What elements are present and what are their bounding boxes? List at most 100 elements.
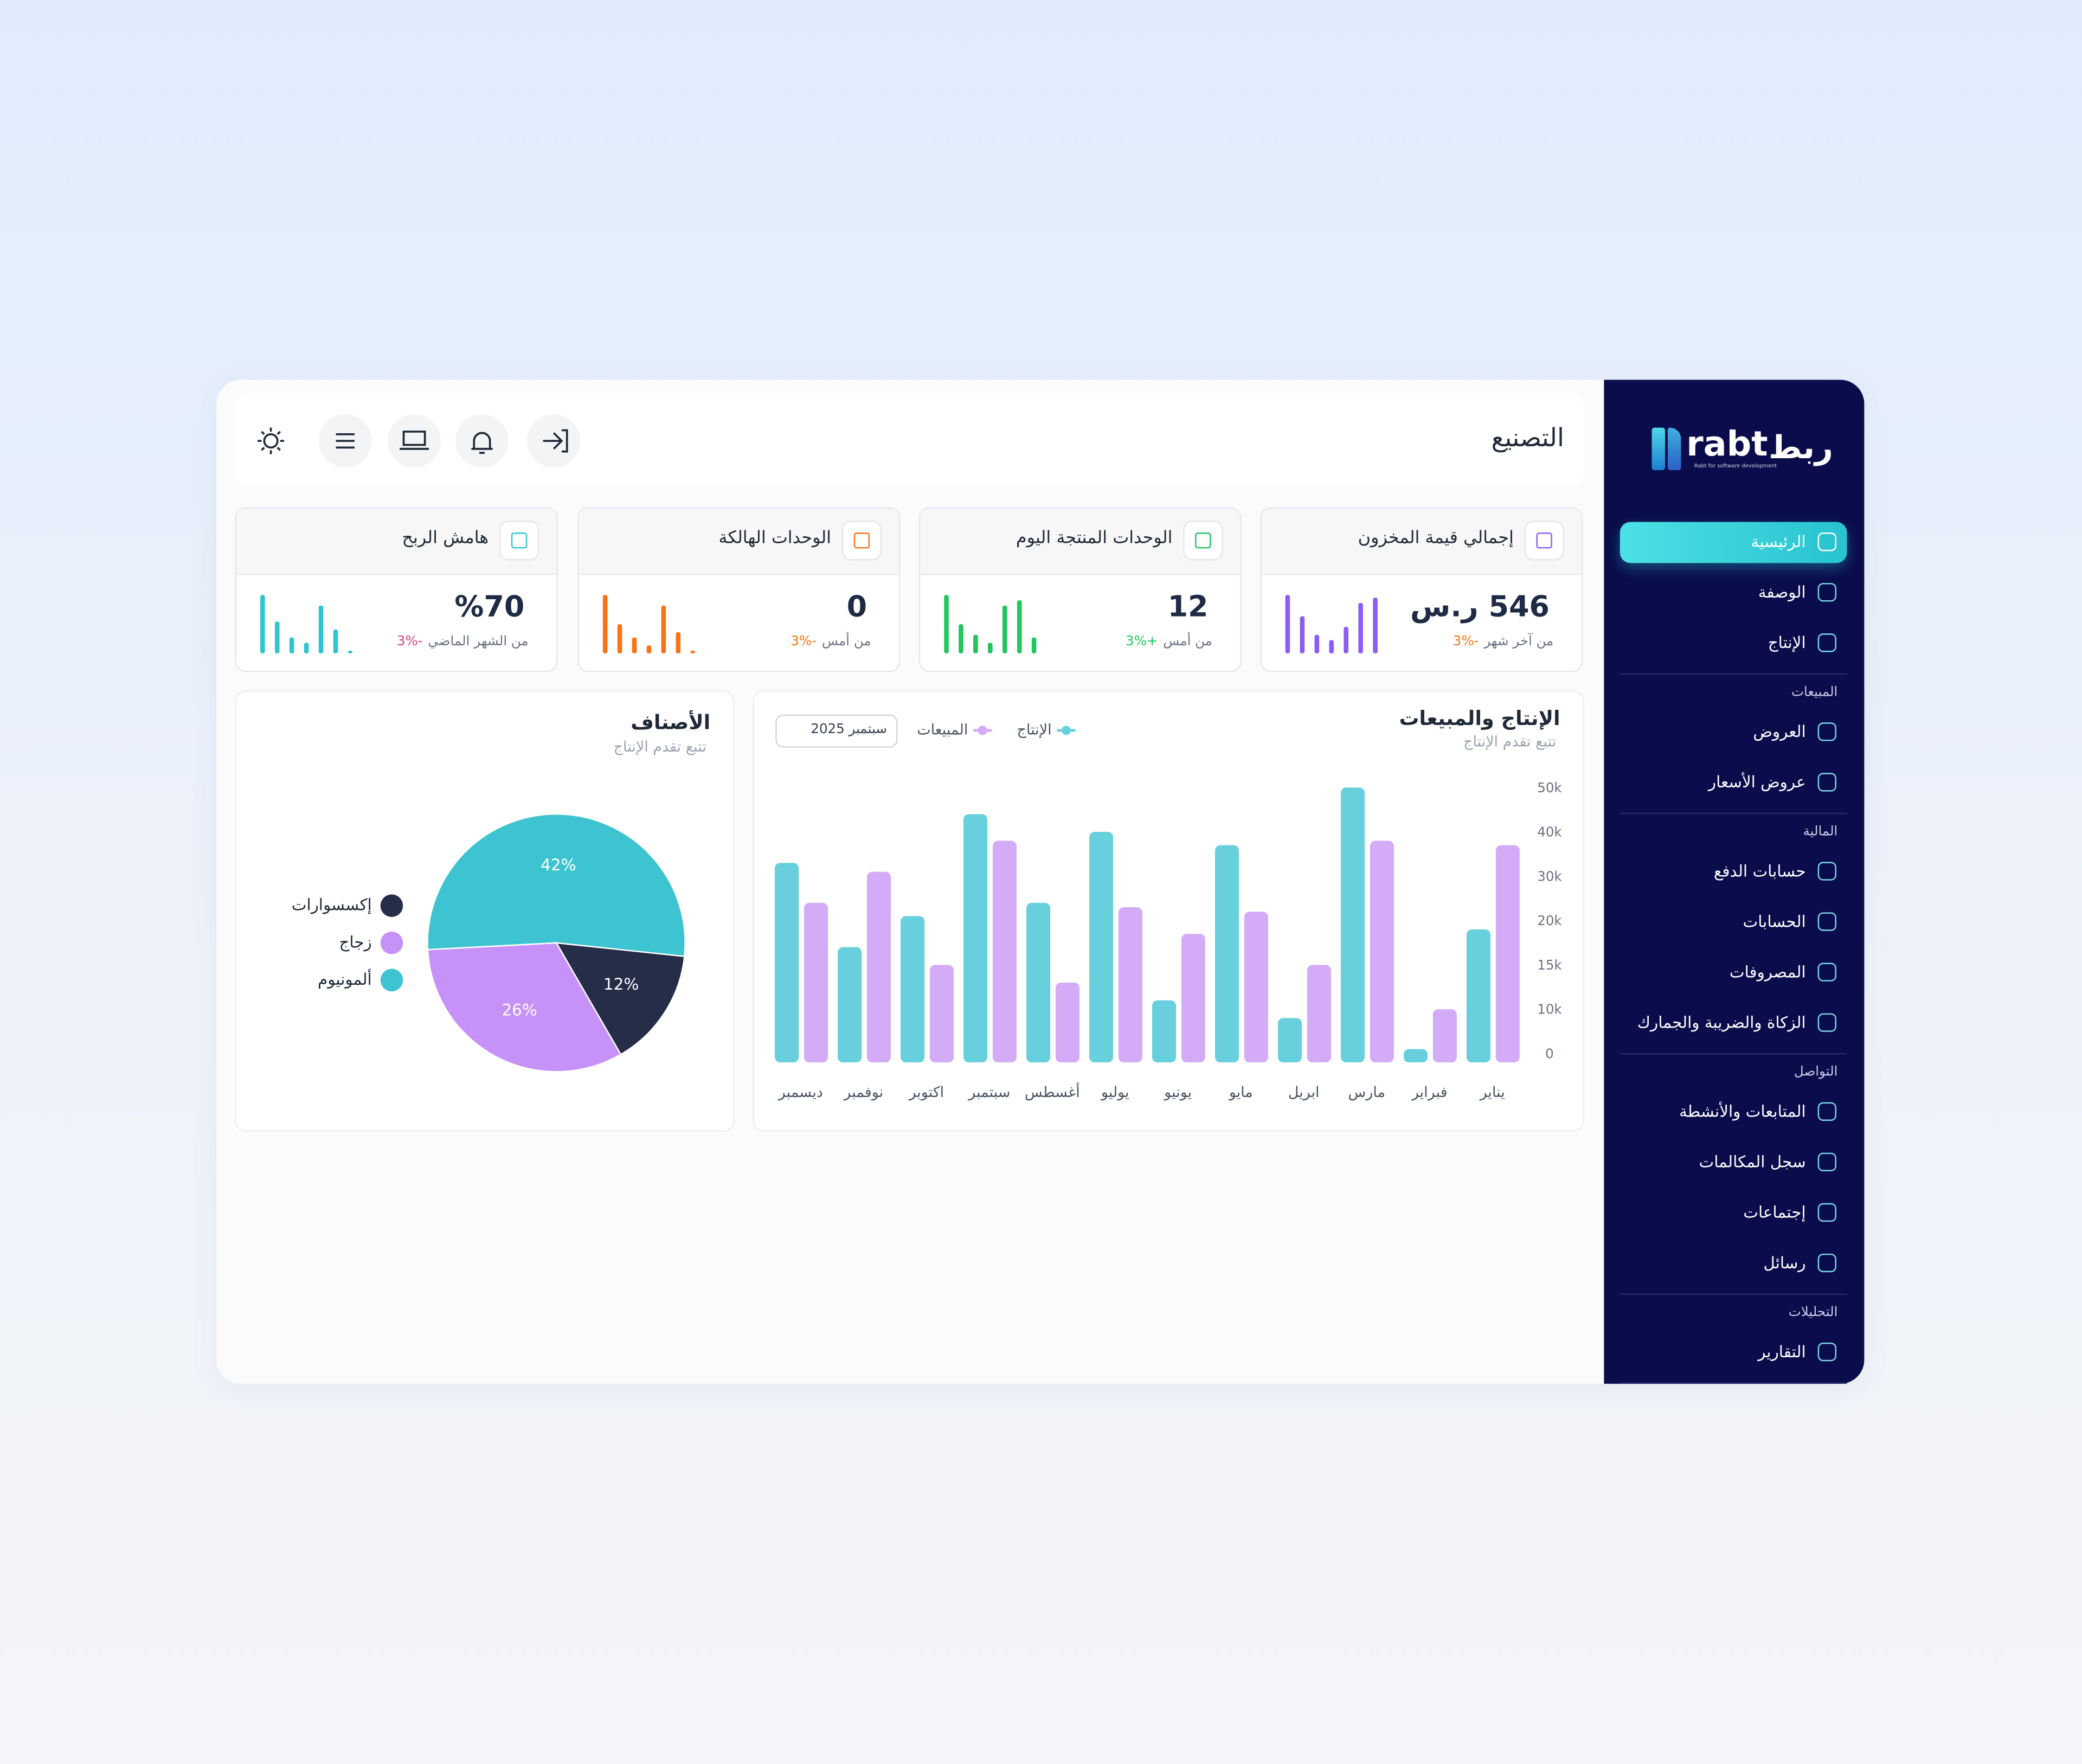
x-tick-label: يونيو [1163,1084,1192,1101]
spark-bar [333,629,338,653]
x-tick-label: ابريل [1288,1084,1320,1101]
nav-item[interactable]: إجتماعات [1743,1202,1806,1222]
slice-label: 42% [541,856,576,874]
logo-latin: rabt [1686,425,1768,465]
nav-item[interactable]: سجل المكالمات [1699,1152,1806,1171]
nav-icon [1817,1152,1836,1172]
nav-section: التحليلات [1788,1305,1838,1320]
bar [1089,832,1114,1063]
kpi-value: %70 [454,590,525,624]
bar [1214,845,1239,1063]
kpi-title: إجمالي قيمة المخزون [1358,528,1514,549]
dropdown[interactable] [775,714,898,748]
kpi-change-row: من أمس -3% [791,633,871,652]
kpi-icon-glyph [511,533,528,549]
nav-icon [1817,773,1836,792]
spark-bar [274,621,280,653]
spark-bar [661,605,666,653]
nav-icon [1817,1203,1836,1222]
nav-item[interactable]: رسائل [1763,1253,1806,1272]
nav-item[interactable]: الإنتاج [1768,633,1806,652]
spark-bar [304,643,309,653]
nav-icon [1817,633,1836,652]
spark-bar [690,651,696,653]
nav-divider [1620,1293,1847,1295]
legend-marker [1061,726,1071,735]
legend-marker [380,931,403,954]
x-tick-label: مارس [1348,1084,1385,1101]
nav-item[interactable]: عروض الأسعار [1708,772,1806,791]
kpi-icon-glyph [853,533,870,549]
bar [1244,912,1268,1063]
spark-bar [1314,634,1320,653]
legend-marker [978,726,987,735]
logo-tagline: Rabt for software development [1694,462,1777,469]
bar [1466,929,1490,1063]
pie-slice [427,813,686,957]
kpi-period: من الشهر الماضي [428,634,529,650]
bar [1340,787,1365,1063]
nav-divider [1620,812,1847,814]
nav-item[interactable]: العروض [1753,722,1806,741]
bar [1403,1049,1428,1063]
x-tick-label: يوليو [1100,1084,1129,1101]
nav-item[interactable]: الزكاة والضريبة والجمارك [1637,1012,1806,1031]
spark-bar [617,624,622,653]
nav-item[interactable]: الوصفة [1758,582,1806,601]
chart-subtitle: تتبع تقدم الإنتاج [613,739,706,756]
bar [1495,845,1520,1063]
legend-label: ألمونيوم [318,968,372,989]
header-button[interactable] [388,414,441,468]
spark-bar [973,634,978,653]
spark-bar [988,643,993,653]
theme-icon [263,433,279,449]
spark-bar [1329,640,1334,653]
bar [1026,902,1051,1063]
theme-icon [258,427,285,454]
spark-bar [348,651,353,653]
bar [1307,965,1331,1063]
legend-label: إكسسوارات [292,896,372,915]
spark-bar [1373,598,1378,653]
nav-section: المالية [1803,824,1838,839]
nav-item[interactable]: الرئيسية [1751,532,1806,551]
nav-icon [1817,862,1836,881]
kpi-change: -3% [396,634,423,650]
nav-item[interactable]: حسابات الدفع [1713,861,1806,880]
spark-bar [602,595,608,653]
bar [804,902,828,1063]
dropdown-label: سبتمبر 2025 [811,722,887,737]
nav-section: المبيعات [1791,685,1838,700]
header-button[interactable] [455,414,509,468]
nav-icon [1817,722,1836,741]
kpi-value: 12 [1167,590,1209,624]
chart-title: الأصناف [631,709,711,734]
header-icon [400,431,429,450]
spark-bar [646,645,652,653]
spark-bar [260,595,265,653]
nav-active[interactable] [1620,522,1847,563]
chart-title: الإنتاج والمبيعات [1399,705,1560,730]
bar [963,814,988,1063]
pie-slice [427,942,622,1073]
bar [929,965,954,1063]
bar [992,841,1017,1063]
nav-item[interactable]: التقارير [1758,1342,1806,1361]
header-icon [543,429,568,453]
x-tick-label: ديسمبر [777,1084,823,1101]
kpi-icon-glyph [1536,533,1552,549]
slice-label: 26% [502,1001,537,1019]
spark-bar [676,632,681,653]
nav-item[interactable]: الحسابات [1743,912,1806,931]
y-tick-label: 10k [1537,1002,1562,1017]
nav-item[interactable]: المتابعات والأنشطة [1679,1101,1806,1120]
spark-bar [944,595,949,653]
legend-marker [380,968,403,992]
bar [1152,1000,1177,1063]
nav-item[interactable]: المصروفات [1729,962,1806,981]
kpi-title: الوحدات المنتجة اليوم [1016,528,1173,549]
slice-label: 12% [603,975,639,993]
